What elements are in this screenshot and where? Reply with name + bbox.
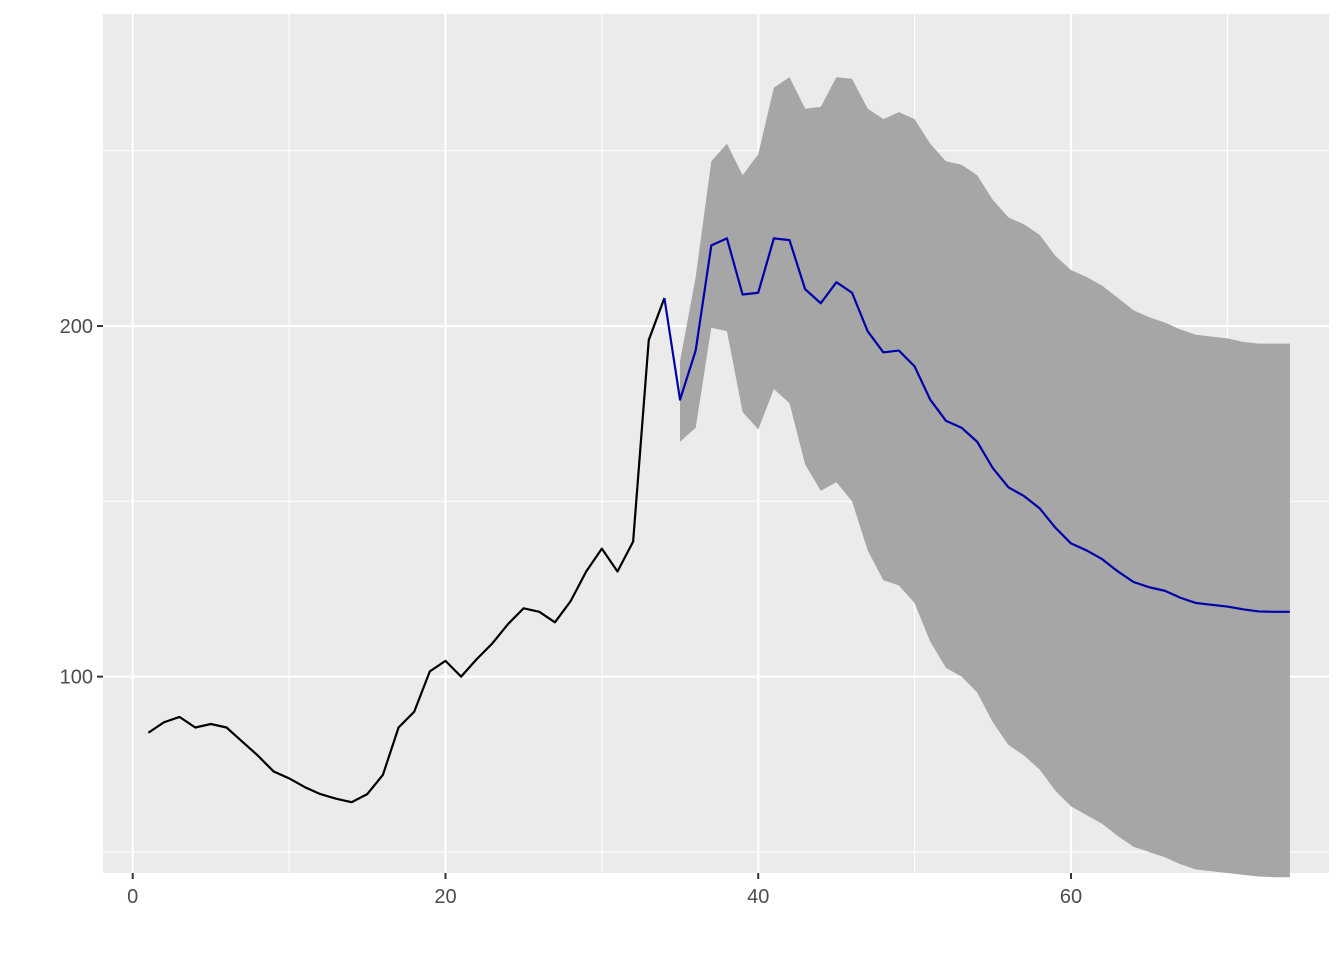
chart-marks bbox=[147, 77, 1290, 878]
forecast-line bbox=[663, 237, 1290, 613]
x-tick-label: 20 bbox=[434, 886, 456, 908]
y-tick-label: 200 bbox=[60, 316, 93, 338]
axes: 0 20 40 60 100 200 bbox=[60, 316, 1082, 908]
prediction-interval-band bbox=[680, 77, 1290, 878]
x-tick-label: 60 bbox=[1060, 886, 1082, 908]
y-tick-label: 100 bbox=[60, 667, 93, 689]
x-tick-label: 40 bbox=[747, 886, 769, 908]
history-line bbox=[147, 297, 666, 804]
x-tick-label: 0 bbox=[127, 886, 138, 908]
